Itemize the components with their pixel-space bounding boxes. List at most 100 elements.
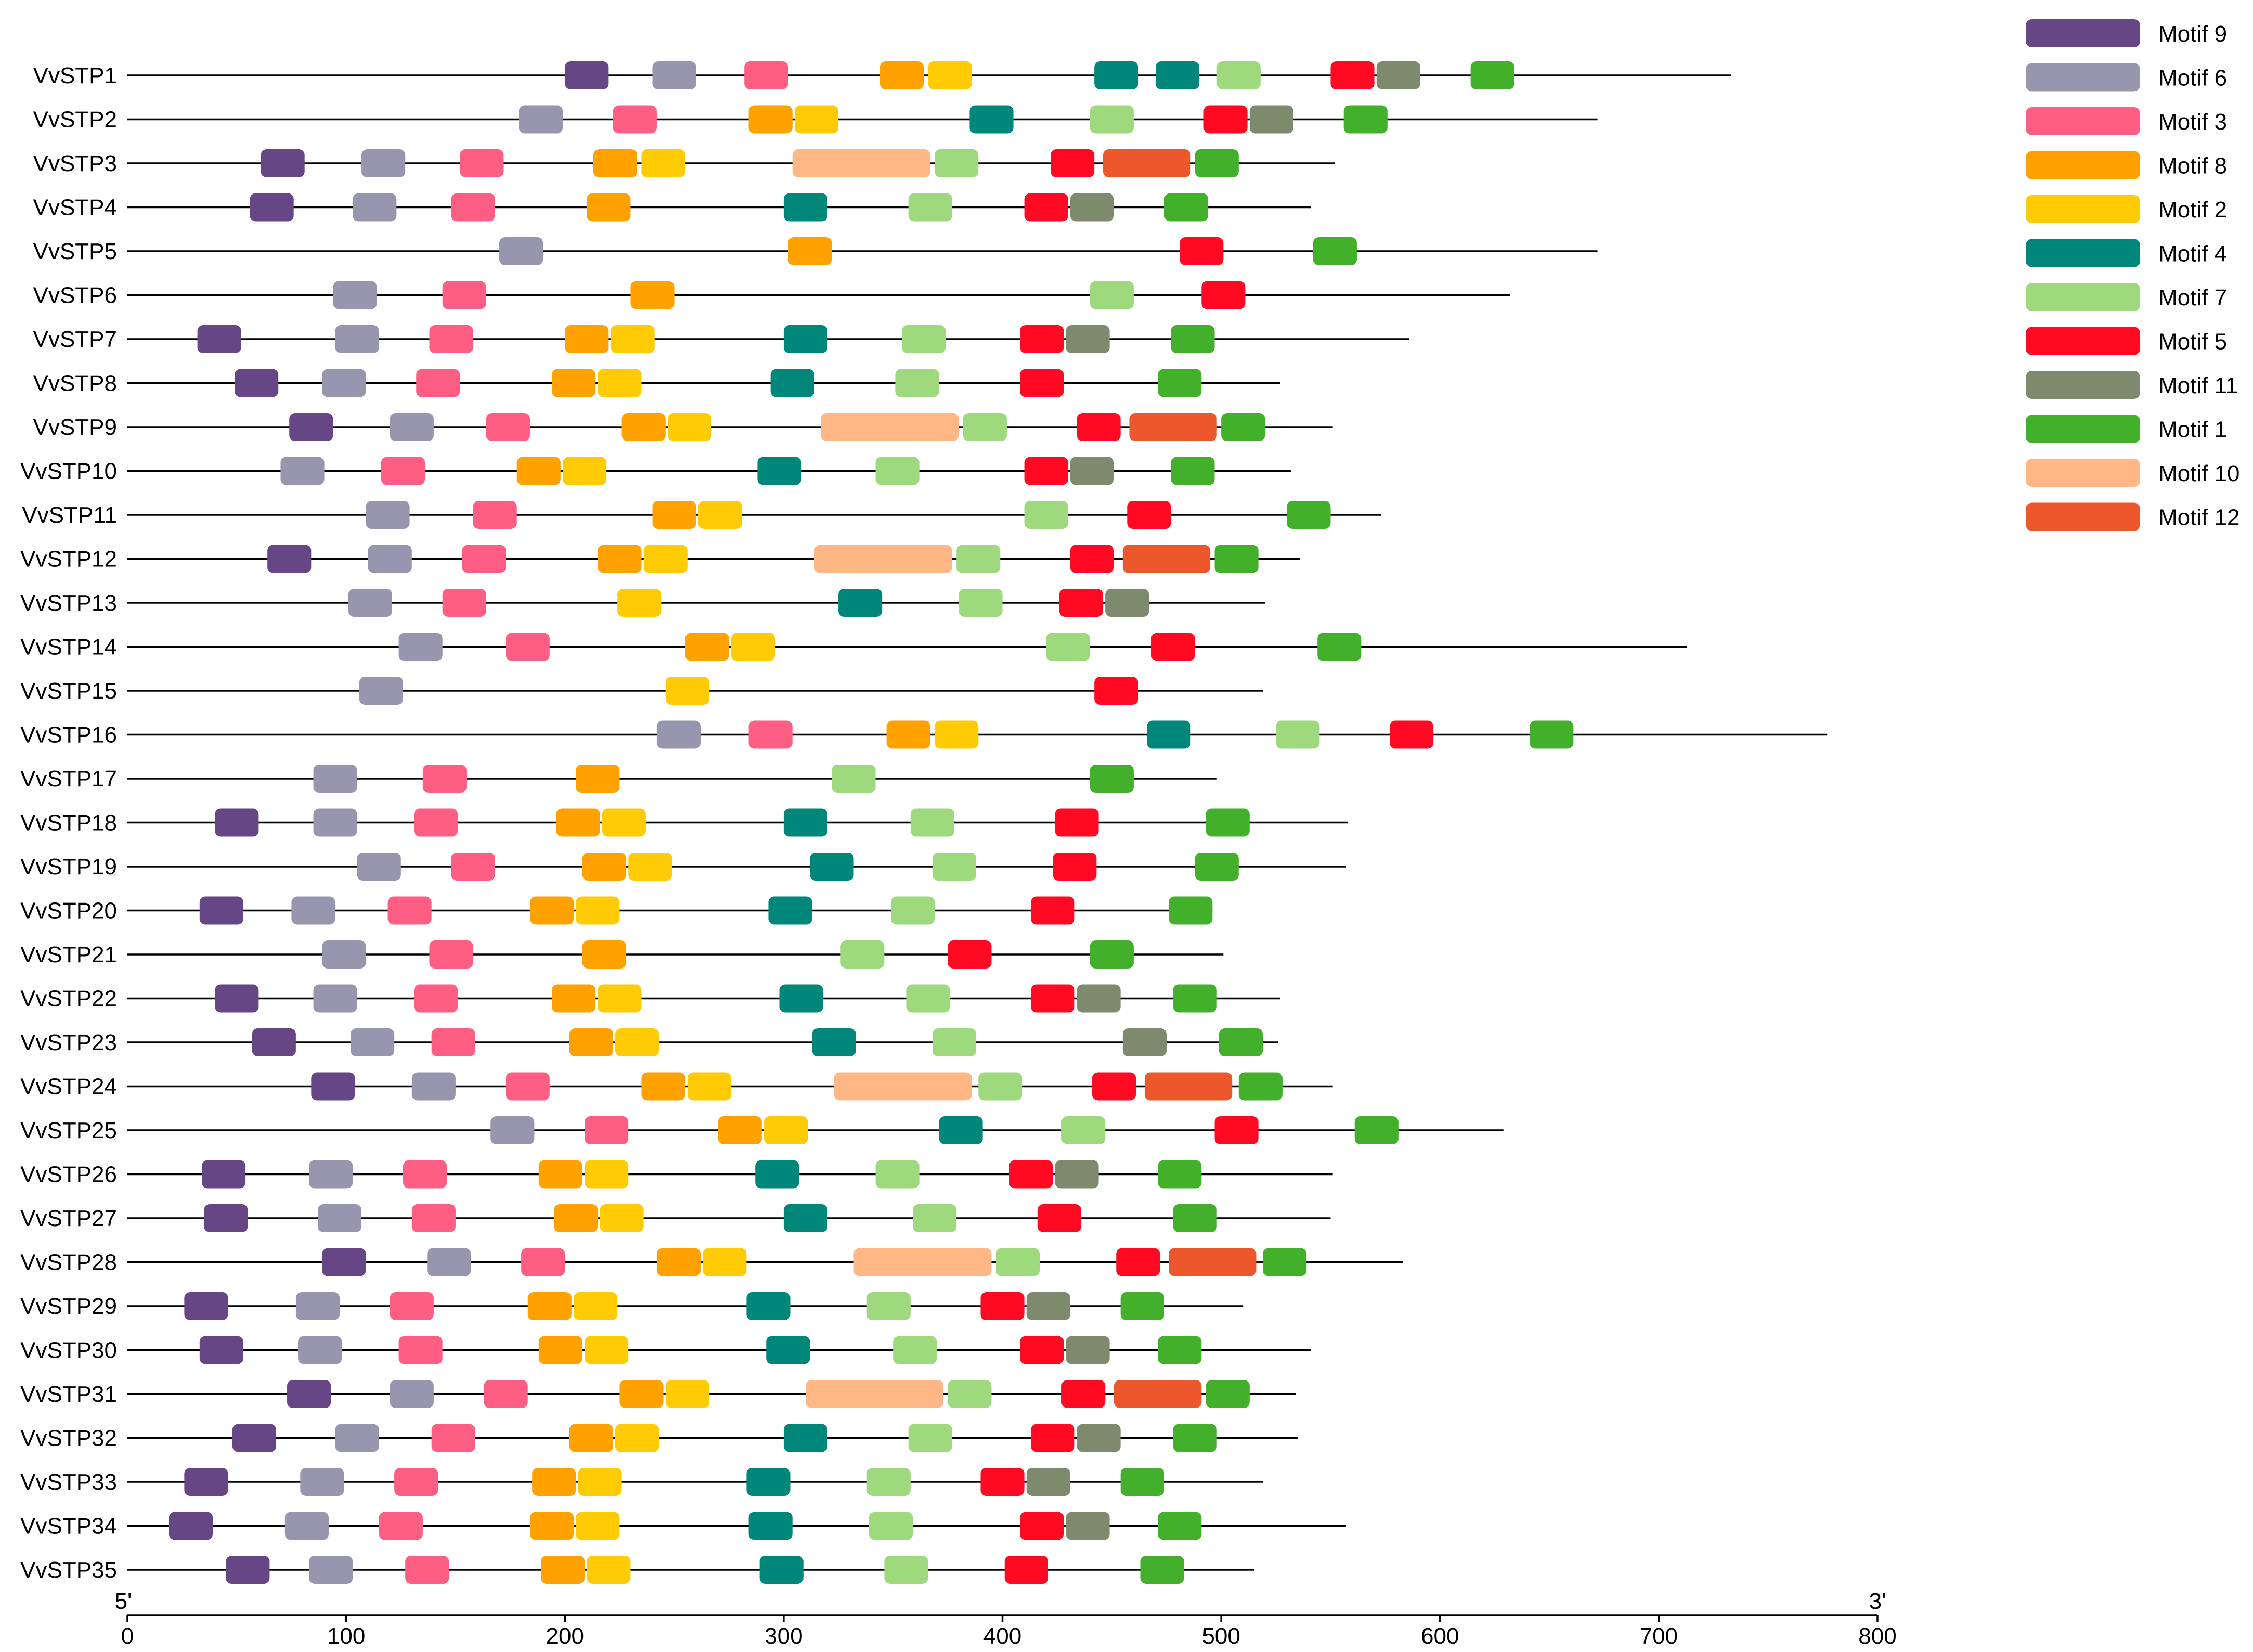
motif-box-motif-4 <box>812 1028 856 1056</box>
motif-box-motif-3 <box>429 940 473 969</box>
motif-box-motif-9 <box>250 193 294 222</box>
motif-box-motif-4 <box>766 1336 810 1364</box>
sequence-label: VvSTP27 <box>20 1206 117 1231</box>
motif-box-motif-6 <box>322 369 366 397</box>
motif-box-motif-7 <box>908 1424 952 1452</box>
legend-swatch-motif-5 <box>2026 327 2140 355</box>
motif-box-motif-6 <box>490 1116 535 1144</box>
legend-swatch-motif-6 <box>2026 63 2140 92</box>
motif-box-motif-6 <box>300 1468 344 1496</box>
motif-box-motif-3 <box>442 281 486 309</box>
motif-box-motif-8 <box>879 61 924 89</box>
motif-box-motif-9 <box>267 545 312 573</box>
motif-box-motif-11 <box>1066 1512 1110 1540</box>
motif-box-motif-7 <box>875 457 920 485</box>
motif-box-motif-6 <box>309 1556 353 1584</box>
motif-box-motif-3 <box>416 369 460 397</box>
motif-box-motif-7 <box>1061 1116 1106 1144</box>
sequence-label: VvSTP3 <box>33 151 117 176</box>
motif-box-motif-3 <box>486 413 530 441</box>
motif-box-motif-1 <box>1120 1468 1164 1496</box>
motif-box-motif-9 <box>215 808 259 837</box>
legend: Motif 9 Motif 6 Motif 3 Motif 8 Motif 2 Motif… <box>2026 19 2240 531</box>
motif-box-motif-6 <box>309 1160 353 1189</box>
sequence-label: VvSTP15 <box>20 678 117 704</box>
motif-box-motif-5 <box>1214 1116 1259 1144</box>
motif-box-motif-9 <box>199 1336 243 1364</box>
five-prime-label: 5' <box>115 1589 132 1614</box>
motif-box-motif-6 <box>427 1248 471 1276</box>
motif-box-motif-4 <box>768 896 812 925</box>
motif-box-motif-8 <box>556 808 600 837</box>
motif-box-motif-6 <box>390 1380 434 1408</box>
motif-box-motif-2 <box>598 984 642 1013</box>
motif-box-motif-11 <box>1249 105 1293 134</box>
motif-box-motif-7 <box>932 853 977 881</box>
motif-box-motif-11 <box>1122 1028 1167 1056</box>
sequence-label: VvSTP17 <box>20 766 117 792</box>
legend-label-motif-6: Motif 6 <box>2158 66 2227 91</box>
motif-box-motif-3 <box>394 1468 438 1496</box>
motif-box-motif-8 <box>540 1556 585 1584</box>
motif-box-motif-9 <box>226 1556 270 1584</box>
motif-box-motif-8 <box>552 369 596 397</box>
motif-box-motif-11 <box>1376 61 1420 89</box>
motif-box-motif-3 <box>414 984 458 1013</box>
motif-box-motif-5 <box>1094 677 1138 705</box>
motif-box-motif-10 <box>853 1248 992 1276</box>
x-tick-label: 400 <box>983 1623 1021 1649</box>
motif-box-motif-3 <box>411 1204 456 1232</box>
sequence-label: VvSTP9 <box>33 415 117 440</box>
motif-box-motif-5 <box>980 1292 1025 1320</box>
motif-box-motif-3 <box>431 1028 475 1056</box>
motif-box-motif-6 <box>357 853 401 881</box>
motif-box-motif-4 <box>1094 61 1138 89</box>
motif-box-motif-12 <box>1144 1072 1233 1101</box>
motif-box-motif-5 <box>1009 1160 1053 1189</box>
motif-box-motif-10 <box>834 1072 972 1101</box>
motif-box-motif-3 <box>390 1292 434 1320</box>
motif-box-motif-2 <box>615 1028 659 1056</box>
x-tick-label: 600 <box>1421 1623 1459 1649</box>
motif-box-motif-1 <box>1287 501 1331 529</box>
legend-label-motif-7: Motif 7 <box>2158 285 2227 311</box>
legend-label-motif-2: Motif 2 <box>2158 197 2227 223</box>
motif-box-motif-4 <box>810 853 854 881</box>
motif-box-motif-7 <box>1090 105 1134 134</box>
motif-box-motif-7 <box>913 1204 957 1232</box>
motif-box-motif-2 <box>602 808 646 837</box>
legend-swatch-motif-8 <box>2026 151 2140 179</box>
motif-box-motif-9 <box>204 1204 248 1232</box>
motif-box-motif-5 <box>1053 853 1097 881</box>
motif-box-motif-5 <box>1180 237 1224 265</box>
motif-box-motif-6 <box>333 281 377 309</box>
sequence-row-vvstp25: VvSTP25 <box>20 1116 1504 1144</box>
motif-box-motif-2 <box>641 149 685 177</box>
legend-swatch-motif-4 <box>2026 239 2140 267</box>
motif-box-motif-5 <box>1031 896 1075 925</box>
motif-box-motif-8 <box>685 633 729 661</box>
motif-box-motif-5 <box>1151 633 1195 661</box>
motif-box-motif-5 <box>1055 808 1099 837</box>
motif-box-motif-1 <box>1214 545 1259 573</box>
motif-box-motif-6 <box>335 1424 379 1452</box>
sequence-label: VvSTP26 <box>20 1162 117 1188</box>
motif-box-motif-5 <box>948 940 992 969</box>
motif-box-motif-11 <box>1077 984 1121 1013</box>
motif-box-motif-1 <box>1221 413 1265 441</box>
motif-box-motif-5 <box>1037 1204 1081 1232</box>
motif-box-motif-4 <box>783 1204 827 1232</box>
motif-box-motif-1 <box>1171 325 1215 353</box>
sequence-label: VvSTP32 <box>20 1426 117 1451</box>
motif-box-motif-7 <box>893 1336 937 1364</box>
sequence-label: VvSTP22 <box>20 986 117 1012</box>
motif-box-motif-3 <box>748 720 793 749</box>
motif-box-motif-3 <box>744 61 788 89</box>
motif-box-motif-1 <box>1530 720 1574 749</box>
motif-box-motif-6 <box>322 940 366 969</box>
motif-box-motif-9 <box>184 1292 228 1320</box>
motif-box-motif-7 <box>1090 281 1134 309</box>
motif-box-motif-8 <box>582 853 627 881</box>
motif-box-motif-7 <box>895 369 939 397</box>
